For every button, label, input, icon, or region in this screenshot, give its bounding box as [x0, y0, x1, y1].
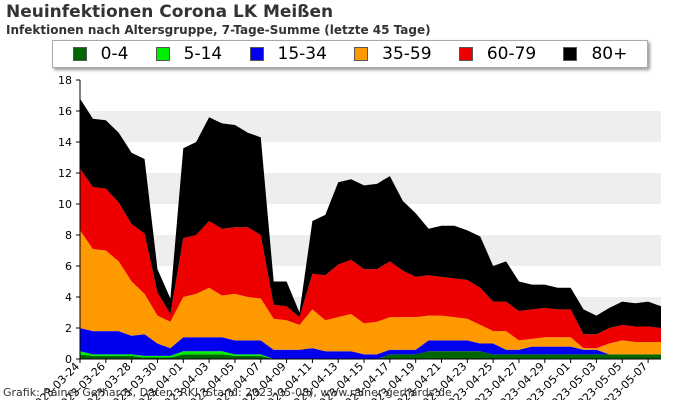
y-tick-label: 4: [65, 291, 72, 304]
y-tick-label: 12: [58, 167, 72, 180]
y-tick-label: 0: [65, 353, 72, 366]
y-tick-label: 14: [58, 136, 72, 149]
legend-label-5-14: 5-14: [183, 44, 223, 64]
chart-subtitle: Infektionen nach Altersgruppe, 7-Tage-Su…: [6, 23, 431, 37]
y-tick-label: 8: [65, 229, 72, 242]
area-series-0-4: [80, 351, 661, 359]
grid-band: [80, 111, 661, 142]
legend-item-80-plus: 80+: [563, 44, 627, 64]
legend-label-60-79: 60-79: [486, 44, 537, 64]
legend-swatch-0-4: [72, 47, 87, 61]
legend-label-80-plus: 80+: [591, 44, 628, 64]
legend-swatch-15-34: [249, 47, 264, 61]
y-tick-label: 2: [65, 322, 72, 335]
legend-label-0-4: 0-4: [100, 44, 129, 64]
legend: 0-4 5-14 15-34 35-59 60-79 80+: [52, 40, 648, 68]
legend-swatch-5-14: [155, 47, 170, 61]
legend-swatch-35-59: [354, 47, 369, 61]
area-series-80-plus: [80, 98, 661, 335]
y-tick-label: 6: [65, 260, 72, 273]
legend-swatch-80-plus: [563, 47, 578, 61]
legend-item-15-34: 15-34: [249, 44, 327, 64]
y-tick-label: 18: [58, 74, 72, 87]
area-series-60-79: [80, 168, 661, 349]
area-series-5-14: [80, 351, 661, 359]
area-series-15-34: [80, 328, 661, 359]
y-tick-label: 16: [58, 105, 72, 118]
legend-item-0-4: 0-4: [72, 44, 129, 64]
source-credit: Grafik: Rainer Gerhards, Daten: RKI (Sta…: [3, 386, 452, 399]
legend-item-35-59: 35-59: [354, 44, 432, 64]
legend-item-60-79: 60-79: [458, 44, 537, 64]
area-series-35-59: [80, 230, 661, 355]
legend-label-35-59: 35-59: [382, 44, 432, 64]
chart-title: Neuinfektionen Corona LK Meißen: [6, 2, 334, 22]
legend-swatch-60-79: [458, 47, 473, 61]
y-tick-label: 10: [58, 198, 72, 211]
legend-label-15-34: 15-34: [277, 44, 327, 64]
legend-item-5-14: 5-14: [155, 44, 223, 64]
